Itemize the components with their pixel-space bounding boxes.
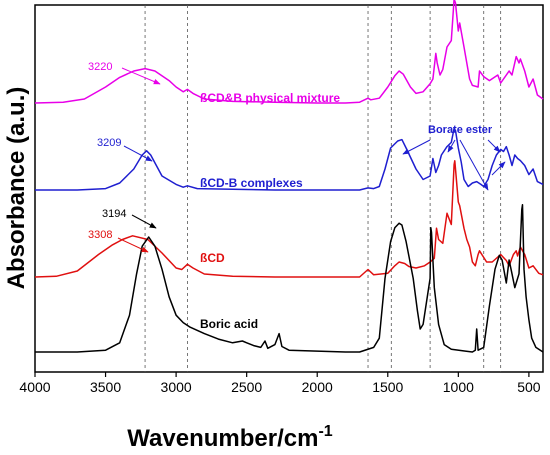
series-label-3: Boric acid <box>200 317 258 331</box>
annotation-arrow-3194 <box>131 214 157 229</box>
annotation-3220: 3220 <box>88 61 112 73</box>
borate-ester-arrow-4 <box>491 161 506 176</box>
series-label-2: ßCD <box>200 251 225 265</box>
annotation-arrow-3209 <box>123 145 153 162</box>
x-tick-label-2500: 2500 <box>231 379 262 395</box>
x-tick-label-1000: 1000 <box>443 379 474 395</box>
series-line-1 <box>35 127 544 191</box>
plot-area <box>34 4 544 373</box>
x-tick-label-3000: 3000 <box>161 379 192 395</box>
series-line-3 <box>35 204 544 353</box>
y-axis-title: Absorbance (a.u.) <box>3 87 30 290</box>
x-tick-label-4000: 4000 <box>19 379 50 395</box>
series-line-2 <box>34 160 544 278</box>
series-label-1: ßCD-B complexes <box>200 176 303 190</box>
reference-lines <box>144 5 502 372</box>
x-axis-title-text: Wavenumber/cm <box>127 425 318 452</box>
annotation-borate-ester: Borate ester <box>428 124 493 136</box>
x-tick-label-3500: 3500 <box>90 379 121 395</box>
annotation-arrow-3220 <box>121 67 161 85</box>
x-tick-label-1500: 1500 <box>372 379 403 395</box>
x-tick-label-2000: 2000 <box>302 379 333 395</box>
series-line-0 <box>34 0 544 104</box>
annotation-3194: 3194 <box>102 208 126 220</box>
peak-annotations: 3220 3209 3194 3308 Borate ester <box>88 61 506 253</box>
borate-ester-arrow-3 <box>459 139 489 191</box>
borate-ester-arrow-1 <box>447 139 456 153</box>
x-axis-ticks: 4000 3500 3000 2500 2000 1500 1000 500 <box>19 372 541 395</box>
spectra-series <box>34 0 544 353</box>
series-label-0: ßCD&B physical mixture <box>200 91 340 105</box>
series-labels: ßCD&B physical mixture ßCD-B complexes ßCD… <box>200 91 340 331</box>
annotation-3308: 3308 <box>88 229 112 241</box>
x-axis-title-sup: -1 <box>318 423 332 440</box>
annotation-3209: 3209 <box>97 137 121 149</box>
x-axis-title: Wavenumber/cm-1 <box>127 423 333 452</box>
annotation-arrow-3308 <box>117 237 149 253</box>
x-tick-label-500: 500 <box>517 379 541 395</box>
borate-ester-arrow-0 <box>402 139 431 155</box>
borate-ester-arrow-2 <box>487 139 501 153</box>
